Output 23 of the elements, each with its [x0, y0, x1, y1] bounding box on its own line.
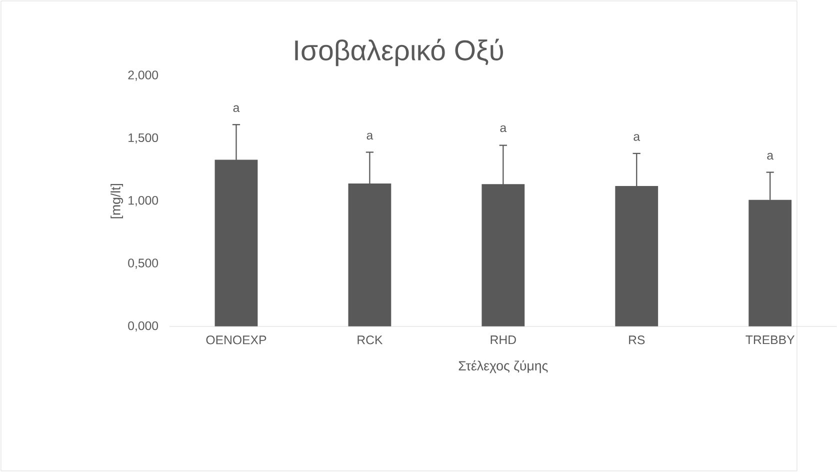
annotation: a: [634, 134, 640, 141]
bar: [214, 160, 258, 327]
bar: [615, 186, 658, 327]
annotation: a: [767, 152, 774, 160]
bar: [482, 184, 525, 327]
x-tick-label: RS: [629, 336, 645, 344]
y-tick-label: 0,500: [128, 258, 158, 269]
x-tick-label: OENOEXP: [206, 336, 266, 344]
bar: [748, 200, 792, 327]
y-tick-label: 0,000: [128, 321, 158, 332]
x-tick-label: RHD: [490, 336, 516, 344]
x-tick-label: RCK: [358, 336, 383, 344]
y-tick-label: 2,000: [128, 70, 158, 81]
y-axis-title: [mg/lt]: [110, 184, 124, 218]
annotation: a: [366, 132, 374, 140]
x-axis-title: Στέλεχος ζύμης: [458, 360, 548, 374]
chart-title: Ισοβαλερικό Οξύ: [295, 38, 504, 66]
y-tick-label: 1,500: [128, 133, 158, 144]
bar: [348, 184, 392, 327]
annotation: a: [500, 125, 507, 132]
annotation: a: [233, 105, 240, 112]
x-tick-label: TREBBY: [746, 336, 795, 344]
y-tick-label: 1,000: [128, 196, 158, 206]
